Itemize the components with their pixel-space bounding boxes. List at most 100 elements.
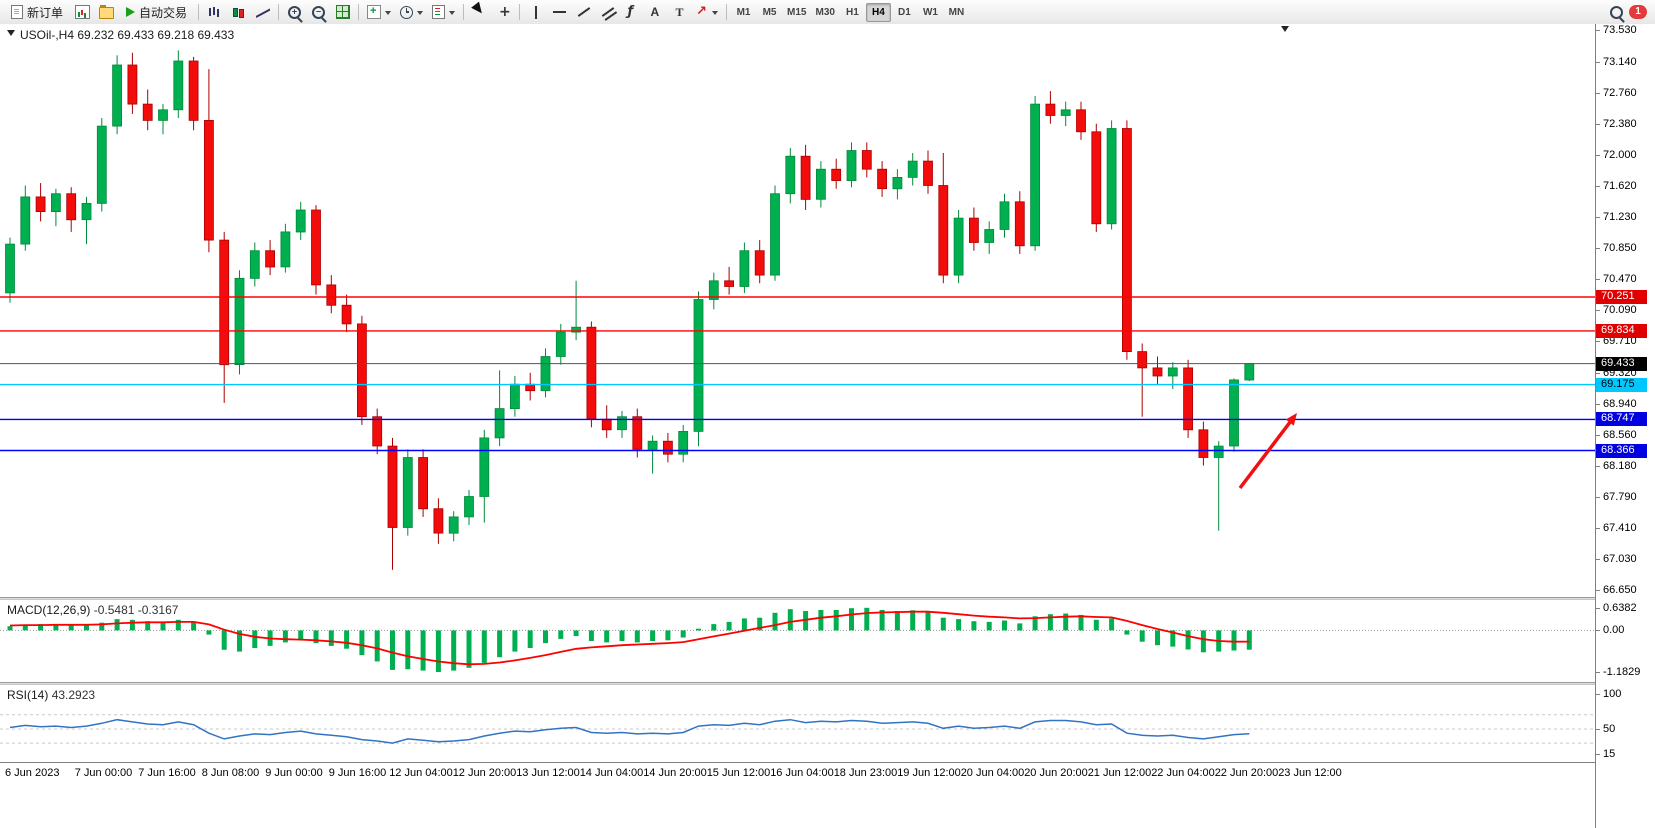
indicators-button[interactable]: [363, 2, 395, 23]
cursor-button[interactable]: [468, 1, 491, 23]
new-chart-button[interactable]: [71, 2, 94, 23]
macd-histogram-bar: [466, 630, 472, 668]
timeframe-button-h4[interactable]: H4: [865, 2, 891, 22]
main-toolbar: 新订单 自动交易: [0, 0, 1655, 25]
panel-splitter[interactable]: [0, 597, 1655, 600]
macd-histogram-bar: [910, 610, 916, 631]
chart-shift-marker-icon[interactable]: [1281, 26, 1289, 36]
timeframe-button-mn[interactable]: MN: [944, 3, 969, 22]
fibonacci-button[interactable]: [620, 2, 643, 23]
timeframe-button-d1[interactable]: D1: [892, 3, 917, 22]
timeframe-button-m1[interactable]: M1: [731, 3, 756, 22]
candle-body: [1229, 379, 1239, 447]
candle-body: [249, 250, 260, 279]
candle-body: [1244, 363, 1255, 381]
crosshair-button[interactable]: [492, 2, 515, 23]
macd-histogram-bar: [894, 611, 900, 631]
candlestick-chart-button[interactable]: [227, 2, 250, 23]
price-scale[interactable]: 73.530 73.140 72.760 72.380 72.000 71.620 71.2…: [1595, 24, 1655, 828]
candle-body: [663, 440, 673, 455]
macd-histogram-bar: [1002, 620, 1007, 631]
candle-body: [433, 508, 444, 534]
time-axis[interactable]: 6 Jun 2023 7 Jun 00:00 7 Jun 16:00 8 Jun 08…: [0, 762, 1655, 828]
macd-histogram-bar: [956, 619, 962, 631]
chart-header: USOil-,H4 69.232 69.433 69.218 69.433: [7, 28, 234, 42]
periods-button[interactable]: [396, 2, 427, 23]
candle-body: [51, 193, 61, 212]
timeframe-button-m5[interactable]: M5: [757, 3, 782, 22]
zoom-out-button[interactable]: [307, 2, 330, 23]
notification-badge[interactable]: 1: [1629, 5, 1647, 19]
candle-body: [892, 176, 903, 190]
candle-body: [402, 457, 413, 528]
candle-body: [20, 196, 31, 245]
macd-histogram-bar: [1093, 619, 1099, 631]
periods-clock-icon: [400, 5, 414, 19]
trendline-button[interactable]: [572, 2, 595, 23]
tile-windows-button[interactable]: [331, 2, 354, 23]
macd-values: -0.5481 -0.3167: [93, 603, 179, 617]
zoom-in-button[interactable]: [283, 2, 306, 23]
macd-histogram-bar: [206, 630, 212, 635]
macd-histogram-bar: [99, 622, 105, 631]
line-chart-button[interactable]: [251, 2, 274, 23]
new-order-button[interactable]: 新订单: [4, 2, 70, 23]
time-axis-label: 14 Jun 04:00: [579, 767, 644, 779]
one-click-trading-toggle-icon[interactable]: [7, 30, 15, 40]
time-axis-label: 6 Jun 2023: [5, 767, 60, 779]
scale-tick: 73.140: [1596, 56, 1637, 68]
new-order-icon: [11, 5, 23, 19]
macd-histogram-bar: [237, 630, 242, 652]
macd-histogram-bar: [68, 625, 74, 631]
candlestick-icon: [232, 6, 245, 18]
channel-button[interactable]: [596, 2, 619, 23]
time-axis-label: 8 Jun 08:00: [201, 767, 260, 779]
candle-body: [540, 356, 551, 392]
candle-body: [372, 416, 383, 447]
timeframe-button-h1[interactable]: H1: [840, 3, 865, 22]
main-chart-canvas[interactable]: [0, 24, 1595, 597]
candle-body: [693, 299, 704, 432]
candle-body: [1014, 201, 1025, 247]
chevron-down-icon: [385, 10, 392, 18]
macd-histogram-bar: [1017, 623, 1023, 631]
macd-histogram-bar: [1155, 630, 1160, 646]
macd-histogram-bar: [1246, 630, 1252, 650]
timeframe-button-m15[interactable]: M15: [783, 3, 810, 22]
candle-body: [188, 60, 199, 121]
scale-tick: 72.380: [1596, 118, 1637, 130]
timeframe-button-w1[interactable]: W1: [918, 3, 943, 22]
vertical-line-button[interactable]: [524, 2, 547, 23]
macd-histogram-bar: [757, 617, 763, 631]
macd-histogram-bar: [328, 630, 334, 646]
candle-body: [356, 323, 367, 418]
autotrading-button[interactable]: 自动交易: [119, 2, 194, 23]
zoom-in-icon: [288, 5, 302, 19]
horizontal-line-button[interactable]: [548, 2, 571, 23]
macd-histogram-bar: [512, 630, 518, 652]
text-label-button[interactable]: [668, 2, 691, 23]
timeframe-button-m30[interactable]: M30: [811, 3, 838, 22]
macd-histogram-bar: [619, 630, 625, 641]
macd-histogram-bar: [451, 630, 457, 671]
scale-tick: 0.6382: [1596, 602, 1637, 614]
candle-body: [5, 243, 15, 294]
bar-chart-button[interactable]: [203, 2, 226, 23]
time-axis-label: 9 Jun 00:00: [265, 767, 323, 779]
rsi-canvas[interactable]: [0, 685, 1595, 762]
templates-button[interactable]: [428, 2, 459, 23]
arrows-button[interactable]: [692, 2, 722, 23]
horizontal-line-icon: [553, 11, 567, 13]
macd-label: MACD(12,26,9) -0.5481 -0.3167: [7, 603, 178, 617]
candle-body: [586, 326, 597, 420]
candle-body: [35, 196, 46, 212]
macd-histogram-bar: [849, 608, 854, 631]
profiles-button[interactable]: [95, 2, 118, 23]
search-button[interactable]: [1605, 2, 1628, 23]
candle-body: [632, 416, 643, 450]
macd-canvas[interactable]: [0, 600, 1595, 682]
text-button[interactable]: [644, 2, 667, 23]
candle-body: [1183, 367, 1193, 431]
panel-splitter[interactable]: [0, 682, 1655, 685]
